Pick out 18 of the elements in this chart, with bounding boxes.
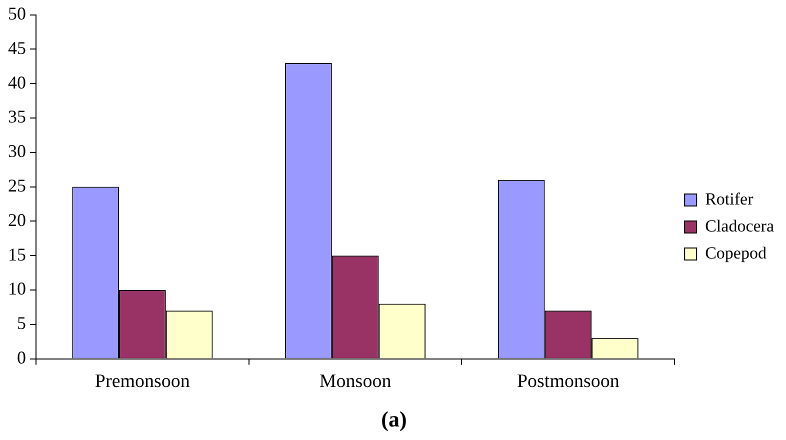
text: (a) bbox=[381, 406, 407, 432]
y-tick-label: 25 bbox=[8, 176, 26, 196]
y-tick-label: 10 bbox=[8, 278, 26, 299]
y-tick-label: 40 bbox=[8, 72, 26, 92]
x-tick-label: Monsoon bbox=[319, 371, 392, 392]
y-tick-label: 45 bbox=[8, 38, 26, 58]
y-tick-label: 35 bbox=[8, 106, 26, 127]
legend-label: Rotifer bbox=[705, 189, 754, 208]
y-tick-label: 50 bbox=[8, 4, 26, 24]
legend-label: Cladocera bbox=[705, 216, 774, 236]
x-tick-label: Postmonsoon bbox=[516, 371, 620, 392]
y-tick-label: 30 bbox=[8, 141, 26, 162]
legend-label: Copepod bbox=[705, 243, 767, 262]
x-tick-label: Premonsoon bbox=[94, 371, 190, 392]
y-tick-label: 0 bbox=[17, 348, 26, 368]
y-tick-label: 20 bbox=[8, 210, 26, 230]
y-tick-label: 5 bbox=[17, 313, 26, 334]
y-tick-label: 15 bbox=[8, 244, 26, 264]
